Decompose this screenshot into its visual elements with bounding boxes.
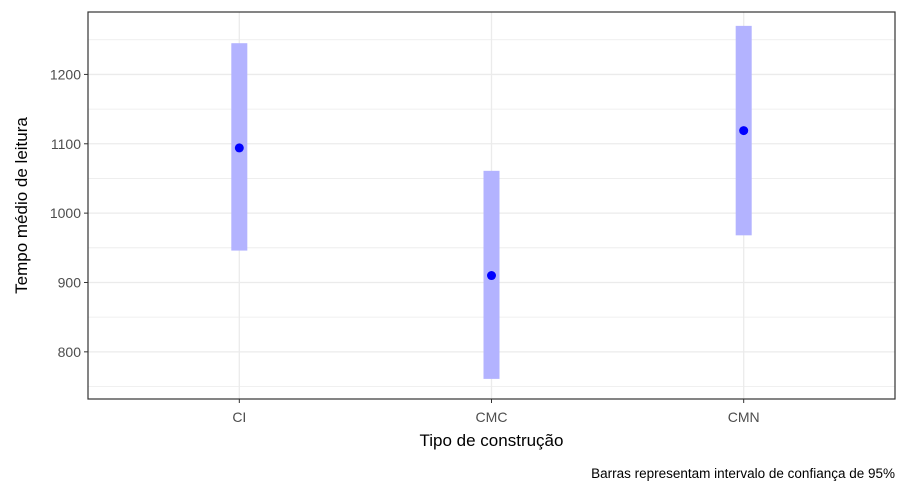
y-tick-label: 1100: [51, 136, 81, 152]
mean-point: [487, 271, 496, 281]
y-tick-label: 1200: [50, 66, 81, 82]
x-tick-label: CMN: [728, 409, 760, 425]
x-tick-label: CMC: [476, 409, 508, 425]
y-tick-label: 900: [58, 274, 82, 290]
y-axis-ticks: 800 900 1000 1100 1200: [50, 66, 88, 360]
chart-caption: Barras representam intervalo de confianç…: [591, 466, 895, 481]
mean-point: [234, 143, 244, 153]
y-axis-title: Tempo médio de leitura: [12, 117, 31, 294]
y-tick-label: 1000: [50, 205, 81, 221]
y-tick-label: 800: [58, 344, 82, 360]
mean-points: [234, 126, 749, 281]
x-axis-title: Tipo de construção: [420, 431, 564, 450]
x-axis-ticks: CI CMC CMN: [232, 399, 760, 425]
mean-point: [739, 126, 749, 136]
x-tick-label: CI: [232, 409, 246, 425]
